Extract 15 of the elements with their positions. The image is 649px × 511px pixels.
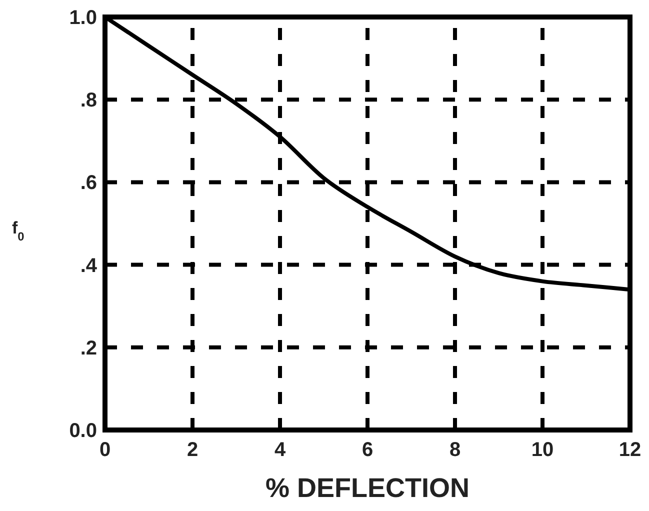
y-tick-label: 0.0 xyxy=(69,420,97,442)
y-tick-label: .4 xyxy=(80,254,98,277)
x-tick-label: 4 xyxy=(274,439,286,461)
y-tick-label: .6 xyxy=(80,172,97,194)
x-tick-label: 2 xyxy=(186,439,198,461)
y-tick-label: .8 xyxy=(80,90,97,112)
y-axis-title: f$_{0}$ xyxy=(12,218,25,244)
y-tick-label: .2 xyxy=(80,337,97,360)
x-tick-label: 8 xyxy=(449,439,461,461)
x-axis-title: % DEFLECTION xyxy=(265,473,470,503)
x-tick-label: 6 xyxy=(362,439,374,461)
x-tick-label: 10 xyxy=(531,439,554,461)
x-tick-label: 0 xyxy=(99,439,111,461)
x-tick-label: 12 xyxy=(618,439,642,461)
y-tick-label: 1.0 xyxy=(69,7,97,29)
